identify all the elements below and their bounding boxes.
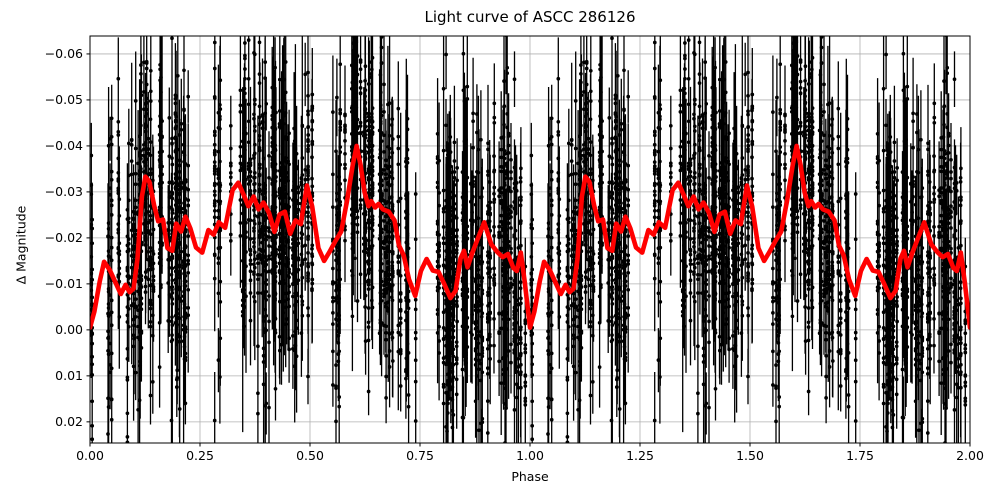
mean-curve-line [90,143,970,330]
y-tick-label: −0.05 [45,92,83,107]
x-tick-label: 1.25 [626,448,654,463]
y-axis-label: Δ Magnitude [13,205,29,285]
x-tick-label: 1.50 [736,448,764,463]
x-axis-label: Phase [511,469,549,484]
y-tick-label: −0.06 [45,46,83,61]
x-tick-label: 0.25 [186,448,214,463]
chart-title: Light curve of ASCC 286126 [424,8,636,26]
scatter-points-layer [90,36,968,443]
y-tick-label: −0.02 [45,230,83,245]
x-tick-label: 1.00 [516,448,544,463]
y-tick-label: −0.03 [45,184,83,199]
y-tick-label: −0.04 [45,138,83,153]
y-tick-label: 0.02 [55,414,83,429]
x-tick-label: 0.50 [296,448,324,463]
x-tick-label: 2.00 [956,448,984,463]
y-tick-label: −0.01 [45,276,83,291]
x-tick-label: 1.75 [846,448,874,463]
errorbars-layer [90,36,966,443]
y-tick-label: 0.00 [55,322,83,337]
x-tick-label: 0.75 [406,448,434,463]
x-tick-label: 0.00 [76,448,104,463]
y-tick-label: 0.01 [55,368,83,383]
